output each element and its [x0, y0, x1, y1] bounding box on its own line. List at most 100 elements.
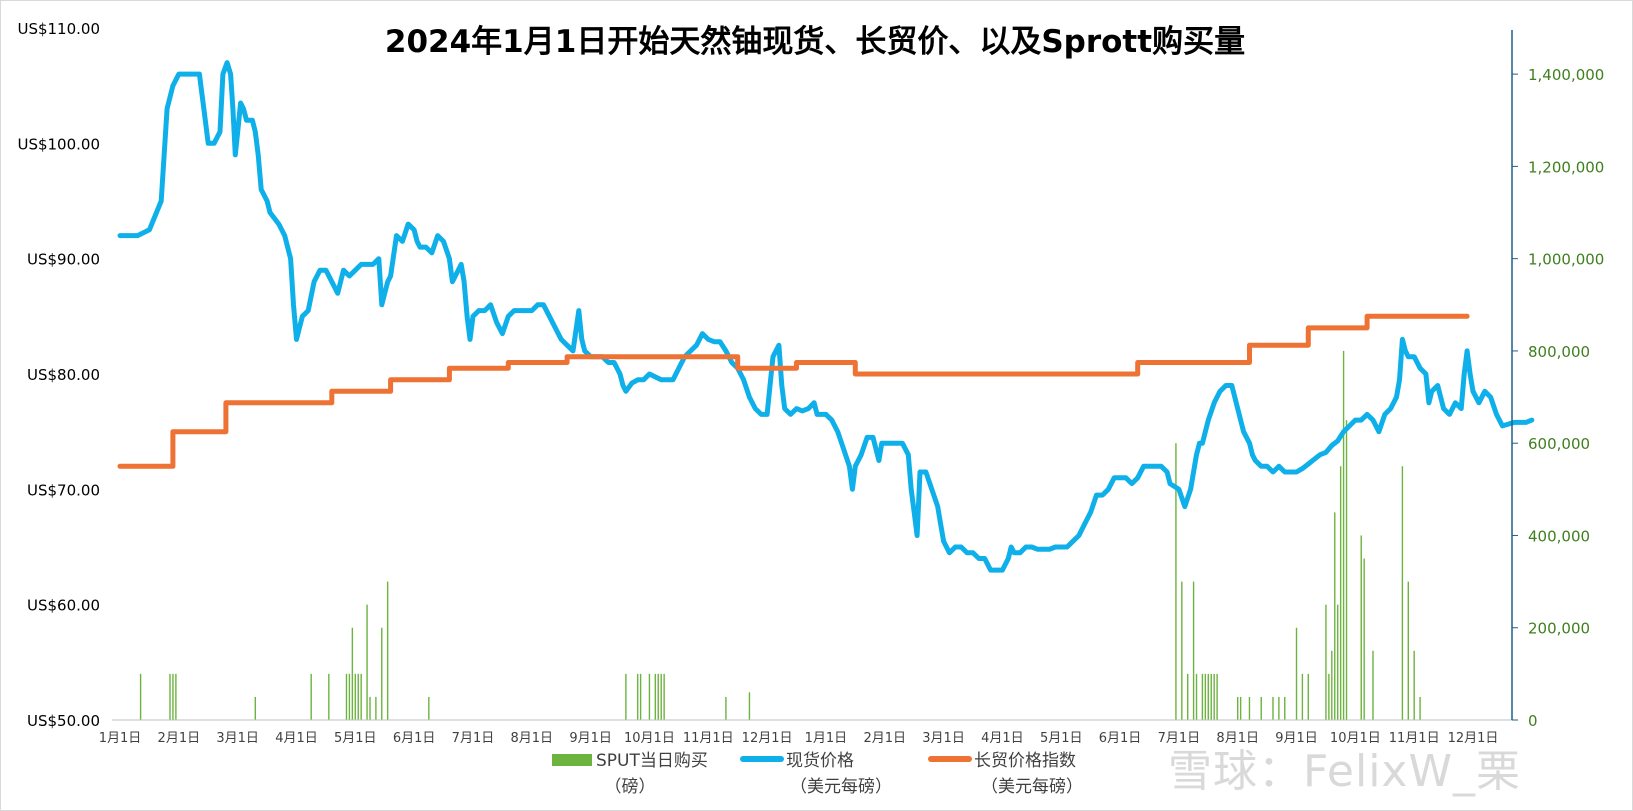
x-tick-label: 2月1日: [158, 731, 201, 746]
sput-bar: [1407, 581, 1409, 720]
sput-bar: [1213, 673, 1215, 720]
spot-price-line: [117, 60, 1535, 573]
sput-bar: [1207, 673, 1209, 720]
right-tick-label: 400,000: [1528, 527, 1590, 545]
x-tick-label: 1月1日: [805, 731, 848, 746]
sput-bar: [1236, 696, 1239, 720]
sput-bar: [172, 673, 174, 720]
sput-bar: [175, 673, 177, 720]
sput-bar: [1419, 696, 1421, 720]
sput-bar: [351, 627, 354, 720]
left-tick-label: US$90.00: [27, 251, 100, 269]
sput-bar: [660, 673, 662, 720]
sput-bar: [1278, 696, 1280, 720]
sput-bar: [1201, 673, 1204, 720]
sput-bar: [348, 673, 351, 720]
x-tick-label: 7月1日: [452, 731, 495, 746]
sput-bar: [1337, 604, 1339, 720]
legend-term-swatch: [928, 756, 972, 762]
term-price-line: [117, 313, 1470, 469]
sput-bar: [386, 581, 389, 720]
x-tick-label: 5月1日: [1040, 731, 1083, 746]
x-tick-label: 9月1日: [1275, 731, 1318, 746]
x-tick-label: 8月1日: [511, 731, 554, 746]
legend-sput-text: SPUT当日购买: [596, 751, 708, 771]
legend-spot-swatch: [740, 756, 784, 762]
chart-title: 2024年1月1日开始天然铀现货、长贸价、以及Sprott购买量: [385, 24, 1245, 60]
right-tick-label: 1,200,000: [1528, 158, 1604, 176]
legend-term-sub: （美元每磅）: [981, 777, 1083, 797]
x-tick-label: 12月1日: [1448, 731, 1499, 746]
sput-bar: [1372, 650, 1374, 720]
left-tick-label: US$80.00: [27, 366, 100, 384]
sput-bar: [1334, 512, 1336, 720]
legend-sput-swatch: [552, 754, 592, 766]
sput-bar: [1342, 350, 1345, 720]
sput-bar: [1307, 673, 1309, 720]
sput-bar: [375, 696, 377, 720]
x-tick-label: 1月1日: [99, 731, 142, 746]
legend-sput-sub: （磅）: [604, 777, 656, 797]
sput-bar: [328, 673, 330, 720]
x-tick-label: 11月1日: [1389, 731, 1440, 746]
sput-bar: [1295, 627, 1298, 720]
x-tick-label: 3月1日: [922, 731, 965, 746]
sput-bar: [1360, 535, 1362, 720]
sput-bar: [1175, 443, 1177, 720]
sput-bar: [1239, 696, 1242, 720]
sput-bar: [1210, 673, 1212, 720]
right-tick-label: 1,400,000: [1528, 66, 1604, 84]
sput-bar: [748, 692, 751, 720]
sput-bar: [1413, 650, 1415, 720]
left-tick-label: US$50.00: [27, 712, 100, 730]
sput-bar: [354, 673, 357, 720]
x-tick-label: 9月1日: [569, 731, 612, 746]
x-tick-label: 2月1日: [863, 731, 906, 746]
x-tick-label: 6月1日: [393, 731, 436, 746]
left-tick-label: US$60.00: [27, 597, 100, 615]
x-tick-label: 3月1日: [216, 731, 259, 746]
sput-bar: [366, 604, 368, 720]
sput-bar: [345, 673, 348, 720]
legend: SPUT当日购买 （磅） 现货价格 （美元每磅） 长贸价格指数 （美元每磅）: [0, 742, 1633, 802]
x-tick-label: 8月1日: [1216, 731, 1259, 746]
sput-bar: [639, 673, 642, 720]
sput-bar: [654, 673, 657, 720]
sput-bar: [657, 673, 659, 720]
sput-bar: [725, 696, 727, 720]
sput-bar: [1204, 673, 1207, 720]
sput-bar: [1345, 420, 1348, 720]
watermark: 雪球：FelixW_栗: [1168, 746, 1521, 797]
sput-bar: [663, 673, 665, 720]
sput-bar: [1186, 673, 1189, 720]
sput-bar: [357, 673, 359, 720]
right-tick-label: 1,000,000: [1528, 251, 1604, 269]
sput-bar: [636, 673, 639, 720]
sput-bar: [1248, 696, 1251, 720]
sput-bar: [648, 673, 651, 720]
x-tick-label: 5月1日: [334, 731, 377, 746]
sput-bar: [1181, 581, 1183, 720]
x-tick-label: 6月1日: [1099, 731, 1142, 746]
sput-bar: [139, 673, 142, 720]
sput-bar: [254, 696, 256, 720]
sput-bar: [360, 673, 362, 720]
right-tick-label: 200,000: [1528, 620, 1590, 638]
x-tick-label: 4月1日: [981, 731, 1024, 746]
sput-bar: [369, 696, 371, 720]
right-tick-label: 800,000: [1528, 343, 1590, 361]
sput-bar: [169, 673, 171, 720]
legend-term-label: 长贸价格指数: [974, 746, 1114, 771]
legend-term-text: 长贸价格指数: [974, 751, 1076, 771]
sput-bar: [1363, 558, 1365, 720]
sput-bar: [310, 673, 312, 720]
sput-bar: [1216, 673, 1218, 720]
x-tick-label: 4月1日: [275, 731, 318, 746]
legend-spot-label: 现货价格: [786, 746, 906, 771]
x-tick-label: 11月1日: [683, 731, 734, 746]
left-tick-label: US$100.00: [17, 135, 100, 153]
x-tick-label: 10月1日: [1330, 731, 1381, 746]
sput-bar: [1195, 673, 1198, 720]
sput-bar: [1192, 581, 1195, 720]
